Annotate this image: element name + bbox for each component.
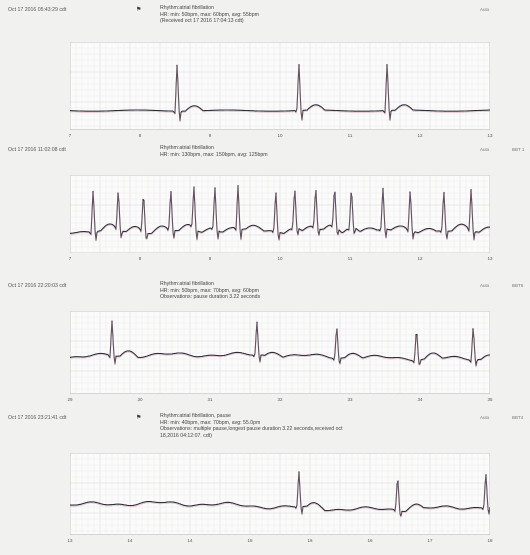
rhythm-info: Rhythm:atrial fibrillation HR: min: 130bp… <box>160 145 460 158</box>
ecg-grid <box>70 42 490 130</box>
ecg-trace-shadow <box>70 65 490 123</box>
ecg-trace-svg <box>70 311 490 394</box>
flag-icon: ⚑ <box>136 415 142 421</box>
flag-icon: ⚑ <box>136 7 142 13</box>
ecg-trace <box>70 184 490 241</box>
time-tick-label: 14 <box>127 538 133 543</box>
time-axis: 7 8 9 10 11 12 13 <box>68 133 493 141</box>
time-tick-label: 11 <box>347 133 353 138</box>
time-tick-label: 7 <box>68 256 72 261</box>
ecg-trace-svg <box>70 175 490 253</box>
ecg-grid <box>70 311 490 394</box>
time-tick-label: 18 <box>487 538 493 543</box>
rhythm-info-line: Rhythm:atrial fibrillation, pause <box>160 413 231 419</box>
strip-code: BBT4 <box>512 415 524 420</box>
rhythm-info: Rhythm:atrial fibrillation HR: min: 50bpm… <box>160 281 460 301</box>
time-axis: 29 30 31 32 33 34 35 <box>67 397 493 405</box>
rhythm-info-line: HR: min: 50bpm, max: 60bpm, avg: 55bpm <box>160 11 259 18</box>
rhythm-info-line: Rhythm:atrial fibrillation <box>160 145 214 151</box>
strip-timestamp: Oct 17 2016 05:43:29 cdt <box>8 7 67 13</box>
ecg-strip: Oct 17 2016 23:21:41 cdt ⚑ Rhythm:atrial f… <box>0 413 530 549</box>
time-tick-label: 34 <box>417 397 423 402</box>
time-tick-label: 31 <box>207 397 213 402</box>
rhythm-info-line: 18,2016 04:12:07. cdt) <box>160 432 212 439</box>
time-tick-label: 13 <box>487 133 493 138</box>
ecg-trace-shadow <box>70 322 490 368</box>
time-tick-label: 15 <box>247 538 253 543</box>
strip-timestamp: Oct 17 2016 23:21:41 cdt <box>8 415 67 421</box>
time-tick-label: 14 <box>187 538 193 543</box>
ecg-trace-svg <box>70 453 490 535</box>
time-tick-label: 17 <box>427 538 433 543</box>
ecg-trace <box>70 63 490 122</box>
rhythm-info-line: Rhythm:atrial fibrillation <box>160 5 214 11</box>
rhythm-info-line: Observations: pause duration 3.22 second… <box>160 294 261 301</box>
ecg-trace-shadow <box>70 186 490 242</box>
ecg-grid <box>70 453 490 535</box>
time-axis: 7 8 9 10 11 12 13 <box>68 256 493 264</box>
time-tick-label: 32 <box>277 397 283 402</box>
time-tick-label: 12 <box>417 133 423 138</box>
auto-label: Auto <box>480 147 490 152</box>
time-tick-label: 29 <box>67 397 73 402</box>
rhythm-info-line: (Received oct 17 2016 17:04:13 cdt) <box>160 18 244 25</box>
strip-timestamp: Oct 17 2016 22:20:03 cdt <box>8 283 67 289</box>
rhythm-info-line: Rhythm:atrial fibrillation <box>160 281 214 287</box>
time-tick-label: 33 <box>347 397 353 402</box>
ecg-strip: Oct 17 2016 11:02:08 cdt Rhythm:atrial fi… <box>0 145 530 267</box>
time-tick-label: 11 <box>347 256 353 261</box>
time-tick-label: 12 <box>417 256 423 261</box>
ecg-trace-shadow <box>70 472 490 519</box>
rhythm-info: Rhythm:atrial fibrillation, pause HR: min… <box>160 413 460 439</box>
ecg-trace-svg <box>70 42 490 130</box>
time-tick-label: 16 <box>367 538 373 543</box>
time-axis: 13 14 14 15 16 16 17 18 <box>67 538 493 546</box>
rhythm-info-line: HR: min: 50bpm, max: 70bpm, avg: 60bpm <box>160 287 259 294</box>
ecg-grid <box>70 175 490 253</box>
time-tick-label: 10 <box>277 133 283 138</box>
auto-label: Auto <box>480 283 490 288</box>
time-tick-label: 30 <box>137 397 143 402</box>
time-tick-label: 13 <box>487 256 493 261</box>
strip-timestamp: Oct 17 2016 11:02:08 cdt <box>8 147 66 153</box>
time-tick-label: 7 <box>68 133 72 138</box>
auto-label: Auto <box>480 415 490 420</box>
time-tick-label: 8 <box>138 133 142 138</box>
ecg-strip: Oct 17 2016 05:43:29 cdt ⚑ Rhythm:atrial f… <box>0 5 530 144</box>
time-tick-label: 9 <box>208 133 212 138</box>
time-tick-label: 16 <box>307 538 313 543</box>
rhythm-info-line: Observations: multiple pause,longest pau… <box>160 426 343 433</box>
strip-code: BBT 1 <box>512 147 525 152</box>
time-tick-label: 35 <box>487 397 493 402</box>
time-tick-label: 9 <box>208 256 212 261</box>
time-tick-label: 13 <box>67 538 73 543</box>
auto-label: Auto <box>480 7 490 12</box>
rhythm-info-line: HR: min: 40bpm, max: 70bpm, avg: 55.0pm <box>160 419 261 426</box>
time-tick-label: 10 <box>277 256 283 261</box>
time-tick-label: 8 <box>138 256 142 261</box>
ecg-trace <box>70 471 490 517</box>
strip-code: BBT6 <box>512 283 524 288</box>
ecg-strip: Oct 17 2016 22:20:03 cdt Rhythm:atrial fi… <box>0 281 530 408</box>
rhythm-info: Rhythm:atrial fibrillation HR: min: 50bpm… <box>160 5 460 25</box>
rhythm-info-line: HR: min: 130bpm, max: 150bpm, avg: 125bp… <box>160 151 268 158</box>
